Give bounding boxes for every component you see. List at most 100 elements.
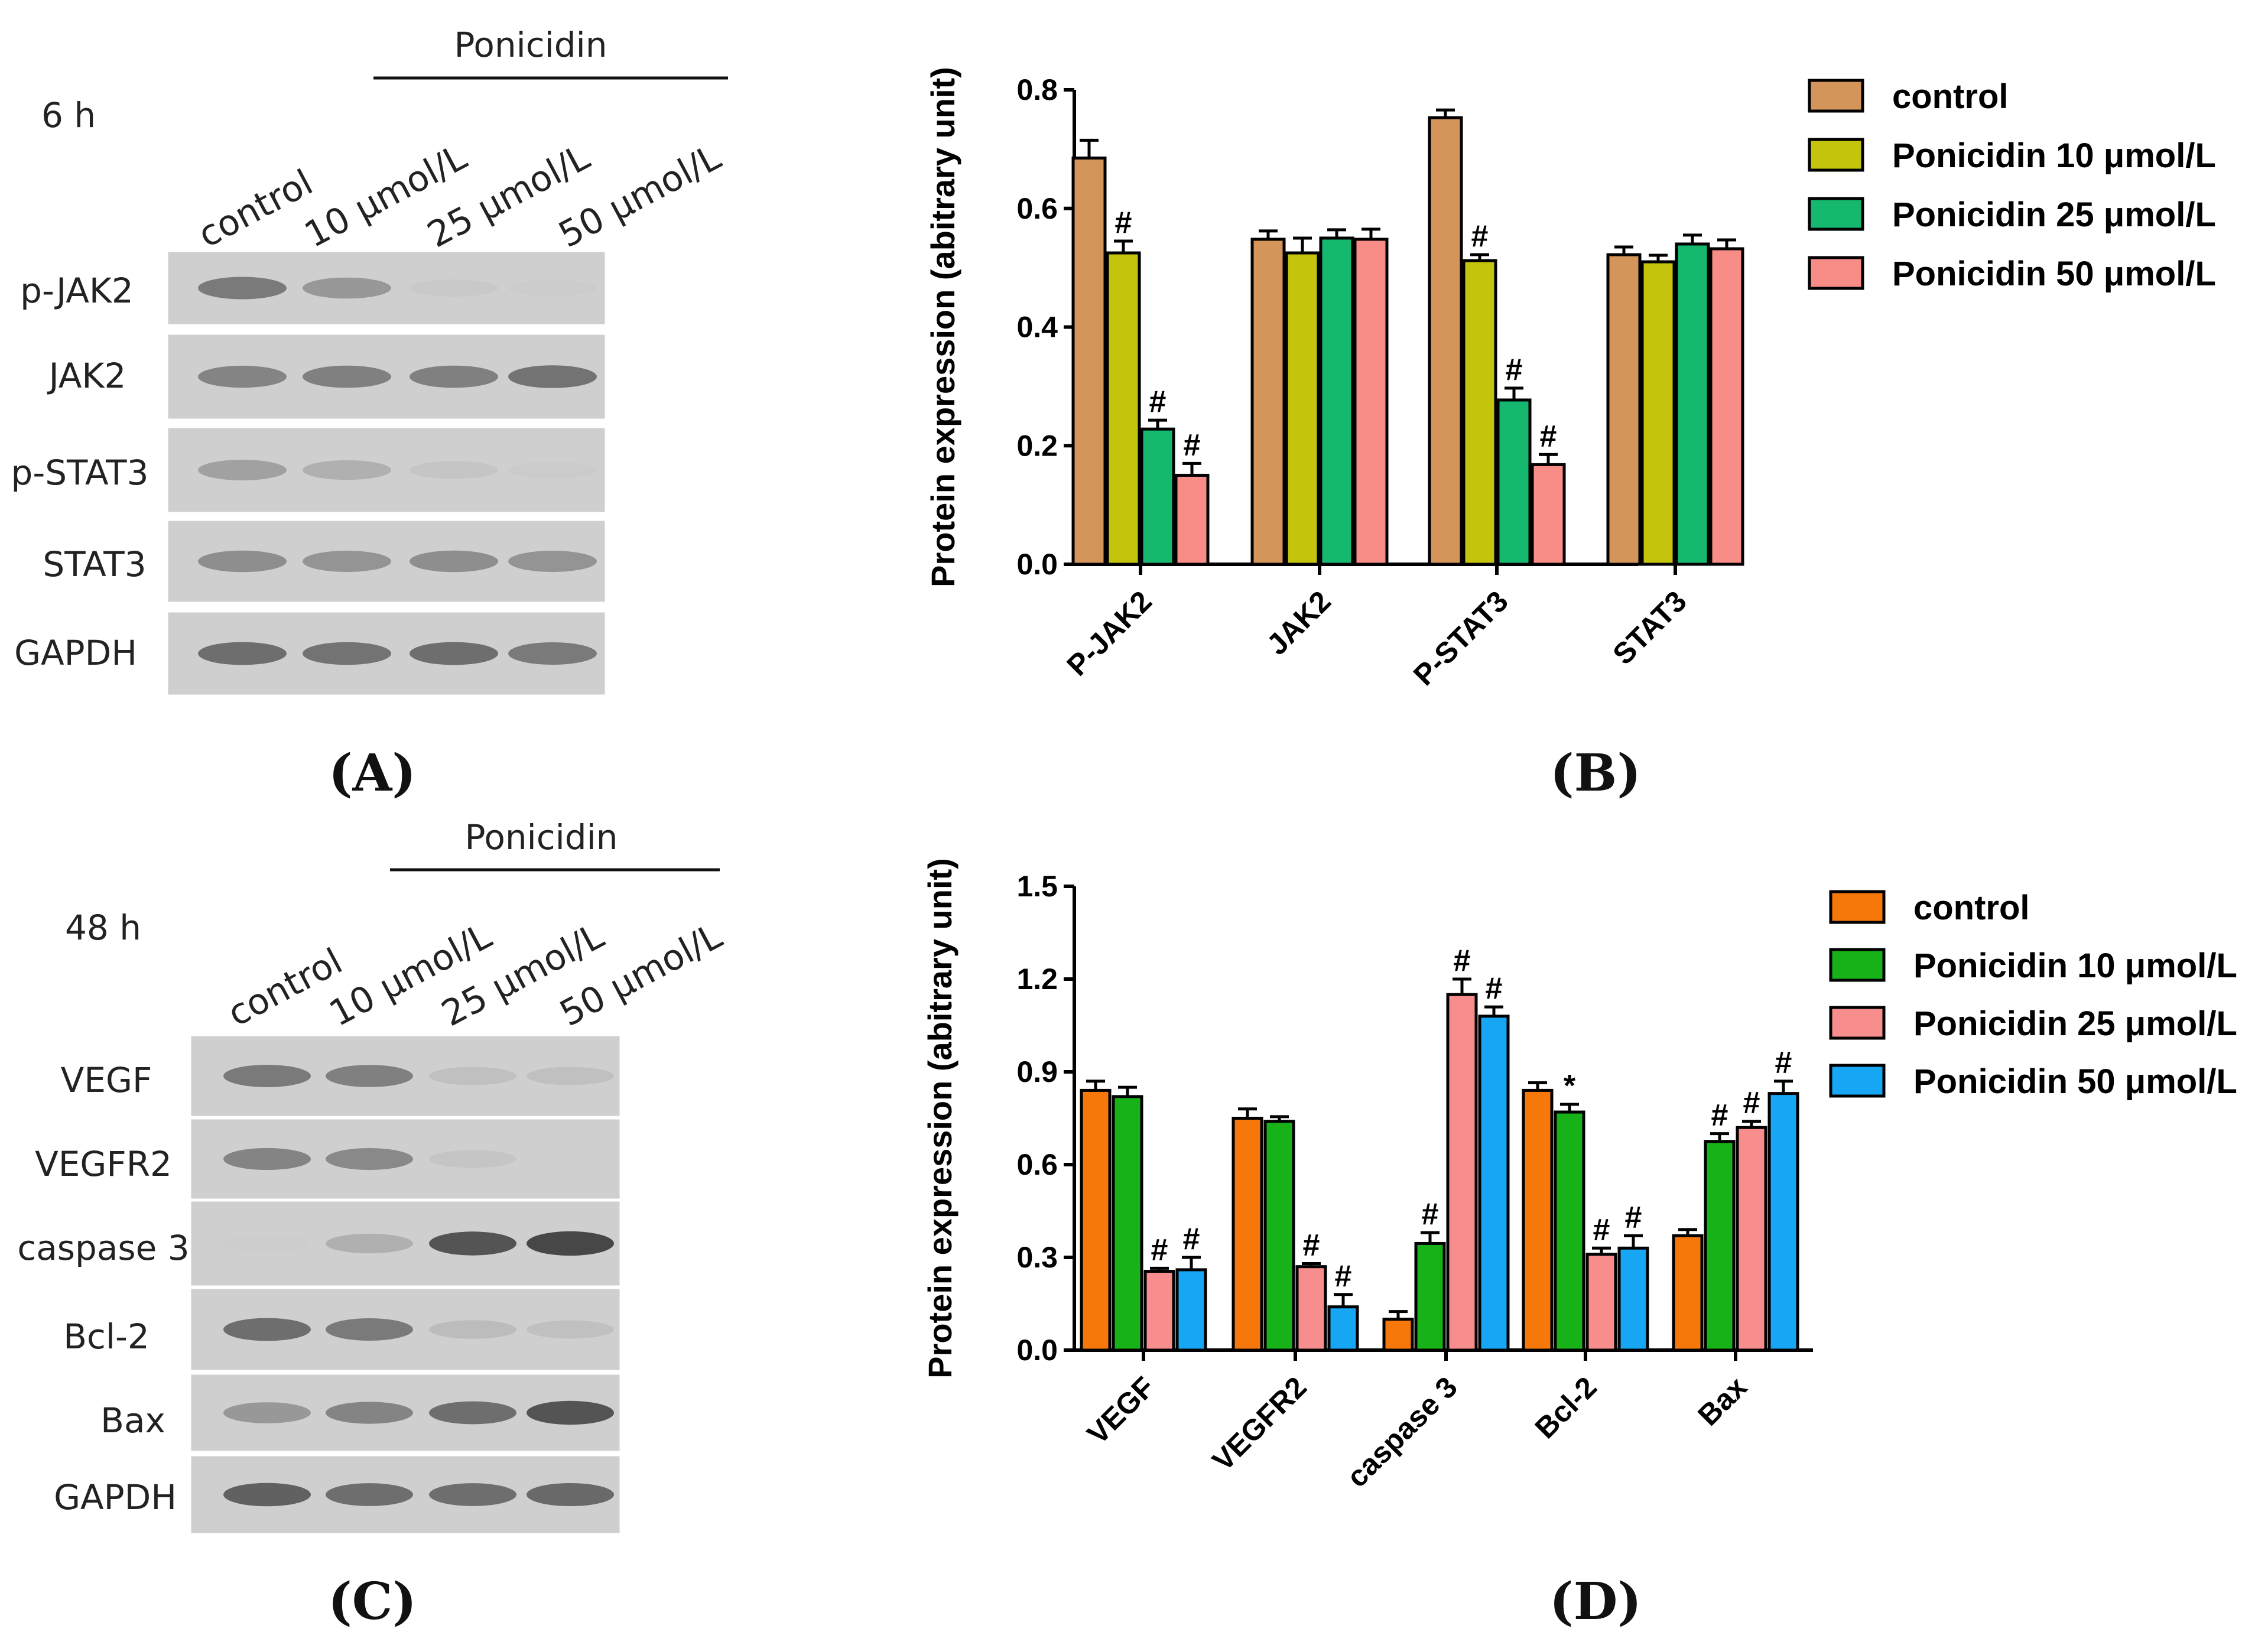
bar [1080, 1088, 1112, 1352]
blot-band [198, 365, 287, 388]
row-label: VEGF [61, 1060, 152, 1100]
y-axis-title: Protein expression (abitrary unit) [924, 67, 961, 587]
bar [1071, 156, 1107, 566]
blot-band [527, 1483, 614, 1507]
significance-mark: # [1711, 1098, 1728, 1133]
x-tick-label: Bax [1691, 1370, 1753, 1432]
legend-label: Ponicidin 25 μmol/L [1892, 196, 2216, 234]
blot-band [429, 1483, 516, 1506]
legend-swatch [1808, 197, 1864, 231]
blot-band [527, 1067, 614, 1085]
blot-band [223, 1318, 311, 1341]
y-tick-label: 0.9 [1016, 1055, 1058, 1088]
lane-labels: control 10 μmol/L 25 μmol/L 50 μmol/L [221, 915, 729, 1035]
y-tick-label: 0.3 [1016, 1241, 1058, 1274]
x-tick-label: JAK2 [1260, 584, 1337, 661]
blot-band [326, 1065, 413, 1087]
bar [1353, 238, 1389, 566]
blot-band [198, 642, 287, 665]
row-label: STAT3 [43, 544, 146, 584]
bar [1704, 1140, 1736, 1352]
bar [1140, 427, 1175, 566]
bar [1263, 1120, 1295, 1352]
blot-band [223, 1483, 311, 1507]
blot-band [223, 1065, 311, 1087]
legend-swatch [1829, 948, 1886, 982]
x-tick-label: P-STAT3 [1407, 584, 1515, 692]
blot-band [223, 1147, 311, 1171]
lane-label: control [221, 941, 349, 1035]
panel-d-bar-chart: 0.0 0.3 0.6 0.9 1.2 1.5 Protein expression (ab… [921, 858, 2237, 1631]
y-tick-label: 0.6 [1016, 1148, 1058, 1181]
significance-mark: # [1743, 1086, 1760, 1120]
bar [1709, 247, 1744, 566]
bar [1295, 1265, 1327, 1352]
row-label: VEGFR2 [35, 1144, 172, 1184]
blot-band [429, 1067, 516, 1085]
blot-band [410, 279, 498, 297]
bar [1382, 1318, 1414, 1352]
bar [1640, 260, 1676, 566]
panel-letter: (A) [329, 743, 416, 803]
bar [1672, 1234, 1704, 1352]
significance-mark: # [1422, 1197, 1439, 1231]
blot-band [410, 365, 498, 388]
y-tick-label: 0.0 [1016, 548, 1058, 581]
legend-swatch [1829, 1006, 1886, 1040]
blot-strips [189, 1034, 622, 1535]
legend-label: control [1892, 77, 2009, 116]
bar [1106, 251, 1141, 566]
bar [1462, 259, 1497, 566]
bar [1232, 1117, 1263, 1352]
significance-mark: # [1335, 1259, 1352, 1293]
blot-band [326, 1402, 413, 1424]
blot-band [508, 551, 597, 572]
blot-band [429, 1231, 516, 1256]
bar [1446, 993, 1478, 1352]
blot-band [410, 461, 498, 479]
blot-band [326, 1233, 413, 1254]
time-label: 6 h [41, 95, 96, 135]
panel-letter: (D) [1549, 1572, 1642, 1631]
blot-band [303, 642, 391, 665]
bar [1143, 1270, 1175, 1352]
bar [1675, 242, 1710, 566]
blot-band [198, 277, 287, 300]
blot-strip [166, 426, 607, 514]
panel-letter: (B) [1550, 743, 1641, 803]
bar [1174, 473, 1210, 566]
bar [1585, 1253, 1617, 1352]
blot-band [429, 1150, 516, 1168]
x-tick-label: VEGFR2 [1206, 1370, 1313, 1477]
lane-labels: control 10 μmol/L 25 μmol/L 50 μmol/L [191, 136, 727, 256]
blot-band [410, 550, 498, 573]
y-tick-label: 0.8 [1016, 73, 1058, 106]
row-label: p-STAT3 [11, 453, 149, 493]
y-tick-label: 0.0 [1016, 1334, 1058, 1367]
significance-mark: # [1184, 428, 1201, 462]
y-tick-label: 1.2 [1016, 963, 1058, 996]
y-tick-label: 0.4 [1016, 311, 1058, 344]
x-tick-label: Bcl-2 [1529, 1370, 1603, 1445]
panel-c-western-blot: 48 h Ponicidin control 10 μmol/L 25 μmol… [17, 817, 729, 1631]
significance-mark: # [1506, 353, 1523, 387]
legend-label: Ponicidin 50 μmol/L [1892, 255, 2216, 293]
blot-band [303, 460, 391, 480]
legend-swatch [1829, 890, 1886, 924]
blot-band [198, 460, 287, 480]
blot-band [326, 1318, 413, 1341]
significance-mark: # [1303, 1228, 1320, 1262]
time-label: 48 h [65, 908, 141, 948]
y-tick-label: 0.2 [1016, 429, 1058, 462]
bar [1175, 1268, 1207, 1352]
treatment-label: Ponicidin [465, 817, 618, 857]
row-labels: VEGF VEGFR2 caspase 3 Bcl-2 Bax GAPDH [17, 1060, 189, 1517]
panel-a-western-blot: 6 h Ponicidin control 10 μmol/L 25 μmol/… [11, 25, 728, 803]
legend-label: control [1913, 889, 2030, 927]
blot-band [303, 277, 391, 299]
blot-band [527, 1400, 614, 1425]
blot-band [410, 642, 498, 665]
panel-b-bar-chart: 0.0 0.2 0.4 0.6 0.8 Protein expression (abitr… [924, 67, 2216, 803]
